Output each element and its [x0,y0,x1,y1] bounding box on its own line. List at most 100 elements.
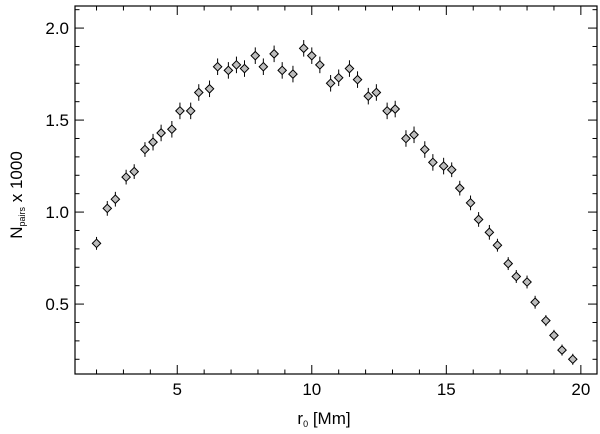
diamond-marker [333,72,344,83]
diamond-marker [511,271,522,282]
data-point [446,162,457,178]
diamond-marker [250,50,261,61]
diamond-marker [140,144,150,155]
data-point [212,58,223,75]
diamond-marker [288,69,298,79]
diamond-marker [277,65,288,76]
data-point [409,126,419,144]
diamond-marker [129,166,140,177]
data-point [175,102,185,120]
diamond-marker [522,277,532,287]
y-tick-label: 1.5 [45,111,69,130]
y-tick-label: 0.5 [45,295,69,314]
diamond-marker [148,137,158,148]
y-axis-label: Npairs x 1000 [7,151,27,239]
data-point [503,257,514,271]
diamond-marker [401,133,411,144]
data-point [522,275,532,289]
diamond-marker [549,330,559,341]
diamond-marker [557,345,567,355]
diamond-marker [223,65,234,76]
diamond-marker [484,227,495,238]
data-point [314,56,325,74]
diamond-marker [540,315,551,326]
data-point [390,100,401,118]
data-point [454,180,465,196]
diamond-marker [446,164,457,175]
diamond-marker [91,238,102,249]
diamond-marker [352,74,363,85]
data-point [530,295,541,309]
data-point [223,62,234,79]
y-tick-label: 1.0 [45,203,69,222]
diamond-marker [298,43,309,54]
x-tick-label: 5 [173,380,182,399]
data-point [239,60,250,77]
data-point [438,157,449,175]
diamond-marker [438,161,449,171]
diamond-marker [212,61,223,72]
diamond-marker [175,105,185,116]
data-point [91,236,102,250]
diamond-marker [390,104,401,114]
data-point [473,212,484,227]
plot-frame [74,5,598,375]
diamond-marker [193,87,204,98]
data-point [298,40,309,57]
axis-ticks [75,6,597,374]
data-point [371,84,382,101]
x-tick-label: 10 [302,380,321,399]
diamond-marker [231,59,242,70]
data-point [193,84,204,101]
diamond-marker [102,203,113,214]
diamond-marker [371,87,382,98]
diamond-marker [325,78,336,89]
data-point [557,344,567,356]
data-point [549,329,559,341]
data-point [166,121,177,138]
axis-tick-labels: 5 10 15 20 0.5 1.0 1.5 2.0 [45,19,590,399]
diamond-marker [204,83,215,94]
diamond-marker [110,194,121,205]
data-point [363,87,374,105]
diamond-marker [419,144,430,155]
data-point [540,315,551,327]
data-point [419,141,430,158]
data-point [231,56,242,74]
diamond-marker [382,105,393,116]
data-point [382,102,393,120]
diamond-marker [454,183,465,194]
data-point [277,62,288,79]
data-point [465,195,476,211]
diamond-marker [121,172,132,183]
data-point [156,124,167,142]
diamond-marker [156,128,167,138]
data-point [148,133,158,151]
data-point [511,270,522,283]
diamond-marker [409,129,419,140]
y-tick-label: 2.0 [45,19,69,38]
data-point [258,58,269,75]
diamond-marker [269,48,280,59]
diamond-marker [567,354,578,365]
data-point [333,69,344,87]
diamond-marker [239,63,250,74]
data-point [121,169,132,185]
diamond-marker [530,297,541,308]
data-point [102,201,113,216]
x-tick-label: 15 [437,380,456,399]
data-point [325,75,336,92]
data-point [129,164,140,179]
diamond-marker [427,157,438,168]
diamond-marker [503,258,514,269]
data-point [344,60,355,77]
data-point [567,353,578,365]
data-point [140,142,150,157]
data-point [185,102,196,120]
data-point [110,191,121,207]
diamond-marker [344,63,355,74]
data-point [204,80,215,98]
diamond-marker [492,240,503,251]
data-point [288,65,298,83]
